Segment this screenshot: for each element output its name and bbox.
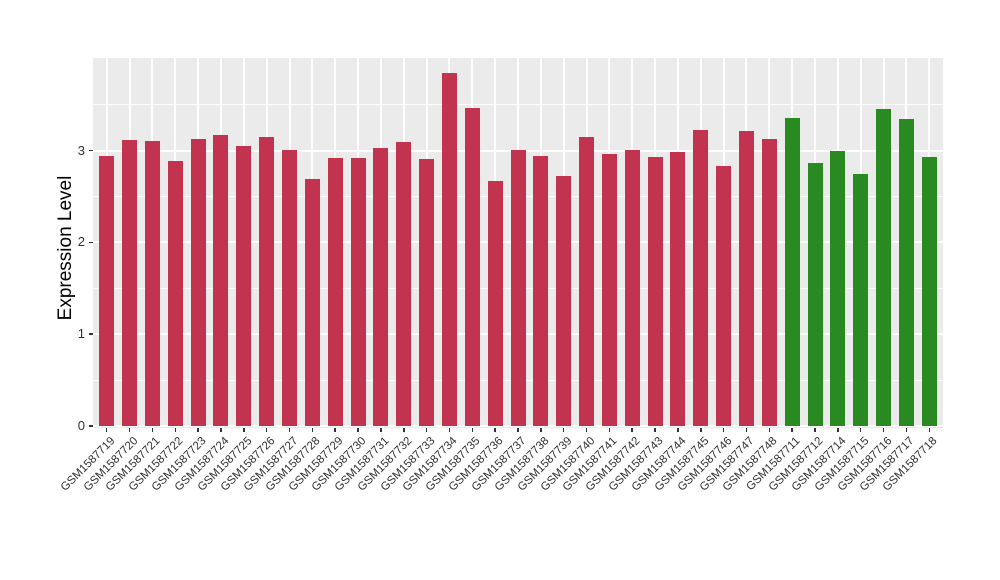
x-tick (220, 428, 222, 432)
bar-GSM1587746 (716, 166, 732, 426)
bar-GSM1587740 (579, 136, 595, 426)
bar-GSM1587722 (167, 160, 183, 426)
x-tick (540, 428, 542, 432)
x-tick (448, 428, 451, 432)
plot-panel (93, 58, 943, 428)
x-tick (128, 428, 131, 432)
y-tick (89, 333, 93, 335)
bar-GSM1587730 (350, 157, 366, 426)
x-tick (562, 428, 565, 432)
bar-GSM1587748 (761, 138, 777, 426)
bar-GSM1587731 (373, 147, 389, 426)
x-tick (197, 428, 199, 432)
x-tick (425, 428, 428, 432)
x-tick (517, 428, 519, 432)
y-axis-tick-label: 2 (77, 234, 85, 250)
y-axis-tick-label: 1 (77, 326, 85, 342)
x-tick (859, 428, 862, 432)
x-tick (700, 428, 702, 432)
x-tick (585, 428, 588, 432)
bar-GSM1587724 (213, 134, 229, 426)
x-tick (677, 428, 679, 432)
bar-GSM1587723 (190, 138, 206, 426)
x-tick (882, 428, 885, 432)
bar-GSM1587737 (510, 149, 526, 426)
x-tick (631, 428, 633, 432)
bar-GSM1587715 (853, 173, 869, 426)
x-tick (608, 428, 611, 432)
bar-GSM1587735 (464, 108, 480, 426)
bar-GSM1587716 (876, 109, 892, 426)
x-tick (357, 428, 359, 432)
bar-GSM1587711 (784, 117, 800, 426)
x-tick (403, 428, 405, 432)
x-tick (905, 428, 908, 432)
bar-GSM1587729 (327, 157, 343, 426)
bar-GSM1587742 (624, 149, 640, 426)
bar-GSM1587712 (807, 163, 823, 426)
bar-GSM1587725 (236, 146, 252, 426)
x-tick (654, 428, 656, 432)
y-tick (89, 241, 93, 244)
x-tick (334, 428, 336, 432)
x-tick (265, 428, 268, 432)
x-tick (837, 428, 839, 432)
bar-GSM1587747 (738, 131, 754, 426)
bar-GSM1587727 (282, 149, 297, 426)
x-tick (745, 428, 748, 432)
bar-GSM1587717 (898, 119, 914, 426)
bar-GSM1587720 (122, 139, 138, 426)
x-tick (722, 428, 725, 432)
bar-GSM1587721 (144, 140, 160, 426)
x-tick (380, 428, 382, 432)
x-tick (768, 428, 771, 432)
bar-GSM1587733 (419, 158, 435, 426)
bar-GSM1587739 (556, 176, 572, 426)
x-tick (311, 428, 314, 432)
bar-GSM1587719 (99, 156, 115, 426)
y-axis-tick-label: 0 (77, 418, 85, 433)
x-tick (494, 428, 496, 432)
x-tick (814, 428, 816, 432)
bar-GSM1587732 (396, 142, 412, 426)
x-tick (471, 428, 474, 432)
bar-GSM1587736 (487, 180, 503, 426)
x-tick (791, 428, 793, 432)
y-axis-tick-label: 3 (77, 142, 85, 158)
bar-GSM1587718 (921, 157, 937, 426)
bar-GSM1587738 (533, 156, 549, 426)
bar-GSM1587743 (647, 157, 663, 426)
bar-GSM1587726 (259, 136, 275, 426)
bar-GSM1587734 (441, 73, 457, 426)
x-tick (928, 428, 931, 432)
bar-GSM1587745 (693, 130, 709, 426)
x-tick (105, 428, 108, 432)
x-tick (288, 428, 291, 432)
bar-GSM1587728 (304, 179, 320, 426)
bar-GSM1587714 (830, 150, 846, 426)
x-tick (151, 428, 154, 432)
y-tick (89, 425, 93, 427)
x-tick (243, 428, 245, 432)
bar-GSM1587741 (601, 154, 617, 426)
y-tick (89, 149, 93, 152)
bar-GSM1587744 (670, 151, 686, 426)
x-tick (174, 428, 176, 432)
